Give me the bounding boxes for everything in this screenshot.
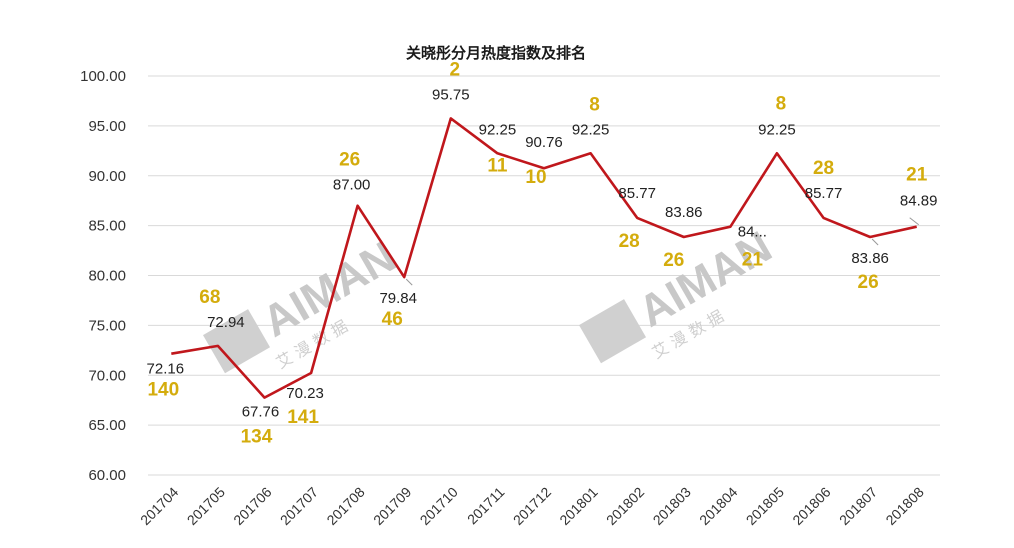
value-label: 92.25 (572, 121, 610, 138)
value-label: 83.86 (665, 204, 703, 221)
x-tick-label: 201808 (882, 484, 926, 528)
label-leader-lines (405, 217, 920, 286)
rank-label: 21 (742, 250, 764, 271)
gridlines (148, 75, 940, 476)
watermark-logo-box (579, 299, 647, 364)
y-tick-label: 95.00 (88, 118, 126, 135)
rank-label: 68 (199, 287, 220, 308)
value-label: 72.16 (147, 361, 185, 378)
rank-label: 26 (663, 250, 684, 271)
chart-title: 关晓彤分月热度指数及排名 (406, 44, 586, 62)
x-tick-label: 201712 (510, 484, 554, 528)
value-label: 92.25 (758, 121, 796, 138)
x-tick-label: 201803 (650, 484, 694, 528)
x-tick-label: 201706 (230, 484, 274, 528)
x-tick-label: 201807 (836, 484, 880, 528)
x-tick-label: 201707 (277, 484, 321, 528)
rank-label: 141 (287, 407, 319, 428)
rank-label: 21 (906, 165, 928, 186)
rank-label: 11 (487, 155, 508, 176)
y-axis-ticks: 60.00 65.00 70.00 75.00 80.00 85.00 90.00 95.00… (80, 68, 126, 484)
rank-label: 46 (382, 309, 403, 330)
value-label: 92.25 (479, 121, 517, 138)
rank-label: 8 (589, 94, 600, 115)
rank-label: 2 (450, 59, 461, 80)
x-axis-ticks: 201704 201705 201706 201707 201708 201709 2017… (137, 484, 927, 528)
rank-label: 134 (241, 427, 273, 448)
leader-line (405, 278, 413, 286)
x-tick-label: 201705 (184, 484, 228, 528)
rank-label: 26 (339, 150, 360, 171)
x-tick-label: 201806 (789, 484, 833, 528)
value-label: 84... (738, 224, 767, 241)
rank-label: 28 (813, 158, 834, 179)
value-label: 70.23 (286, 385, 324, 402)
value-labels: 72.16 72.94 67.76 70.23 87.00 79.84 95.75 92.25… (147, 86, 938, 420)
rank-label: 10 (525, 167, 546, 188)
value-label: 67.76 (242, 404, 280, 421)
y-tick-label: 85.00 (88, 218, 126, 235)
watermark-right: AIMAN 艾 漫 数 据 (579, 222, 780, 364)
x-tick-label: 201709 (370, 484, 414, 528)
y-tick-label: 80.00 (88, 268, 126, 285)
value-label: 87.00 (333, 177, 371, 194)
y-tick-label: 100.00 (80, 68, 126, 85)
leader-line (871, 238, 879, 246)
y-tick-label: 65.00 (88, 417, 126, 434)
series-line (171, 117, 917, 399)
rank-label: 26 (858, 272, 879, 293)
value-label: 84.89 (900, 193, 938, 210)
y-tick-label: 90.00 (88, 168, 126, 185)
leader-line (909, 217, 920, 226)
value-label: 85.77 (805, 185, 843, 202)
value-label: 83.86 (851, 250, 889, 267)
x-tick-label: 201704 (137, 484, 181, 528)
x-tick-label: 201801 (556, 484, 600, 528)
y-tick-label: 70.00 (88, 367, 126, 384)
value-label: 95.75 (432, 86, 470, 103)
value-label: 85.77 (618, 185, 656, 202)
value-label: 72.94 (207, 314, 245, 331)
y-tick-label: 60.00 (88, 467, 126, 484)
rank-labels: 140 68 134 141 26 46 2 11 10 8 28 26 21 8 28 26 21 (147, 59, 927, 447)
y-tick-label: 75.00 (88, 317, 126, 334)
x-tick-label: 201802 (603, 484, 647, 528)
x-tick-label: 201711 (464, 484, 508, 528)
x-tick-label: 201708 (323, 484, 367, 528)
x-tick-label: 201710 (417, 484, 461, 528)
watermark-logo-box (203, 309, 271, 374)
value-label: 90.76 (525, 134, 563, 151)
x-tick-label: 201805 (743, 484, 787, 528)
rank-label: 8 (776, 93, 787, 114)
rank-label: 140 (147, 380, 179, 401)
value-label: 79.84 (379, 290, 417, 307)
rank-label: 28 (619, 231, 640, 252)
x-tick-label: 201804 (696, 484, 740, 528)
